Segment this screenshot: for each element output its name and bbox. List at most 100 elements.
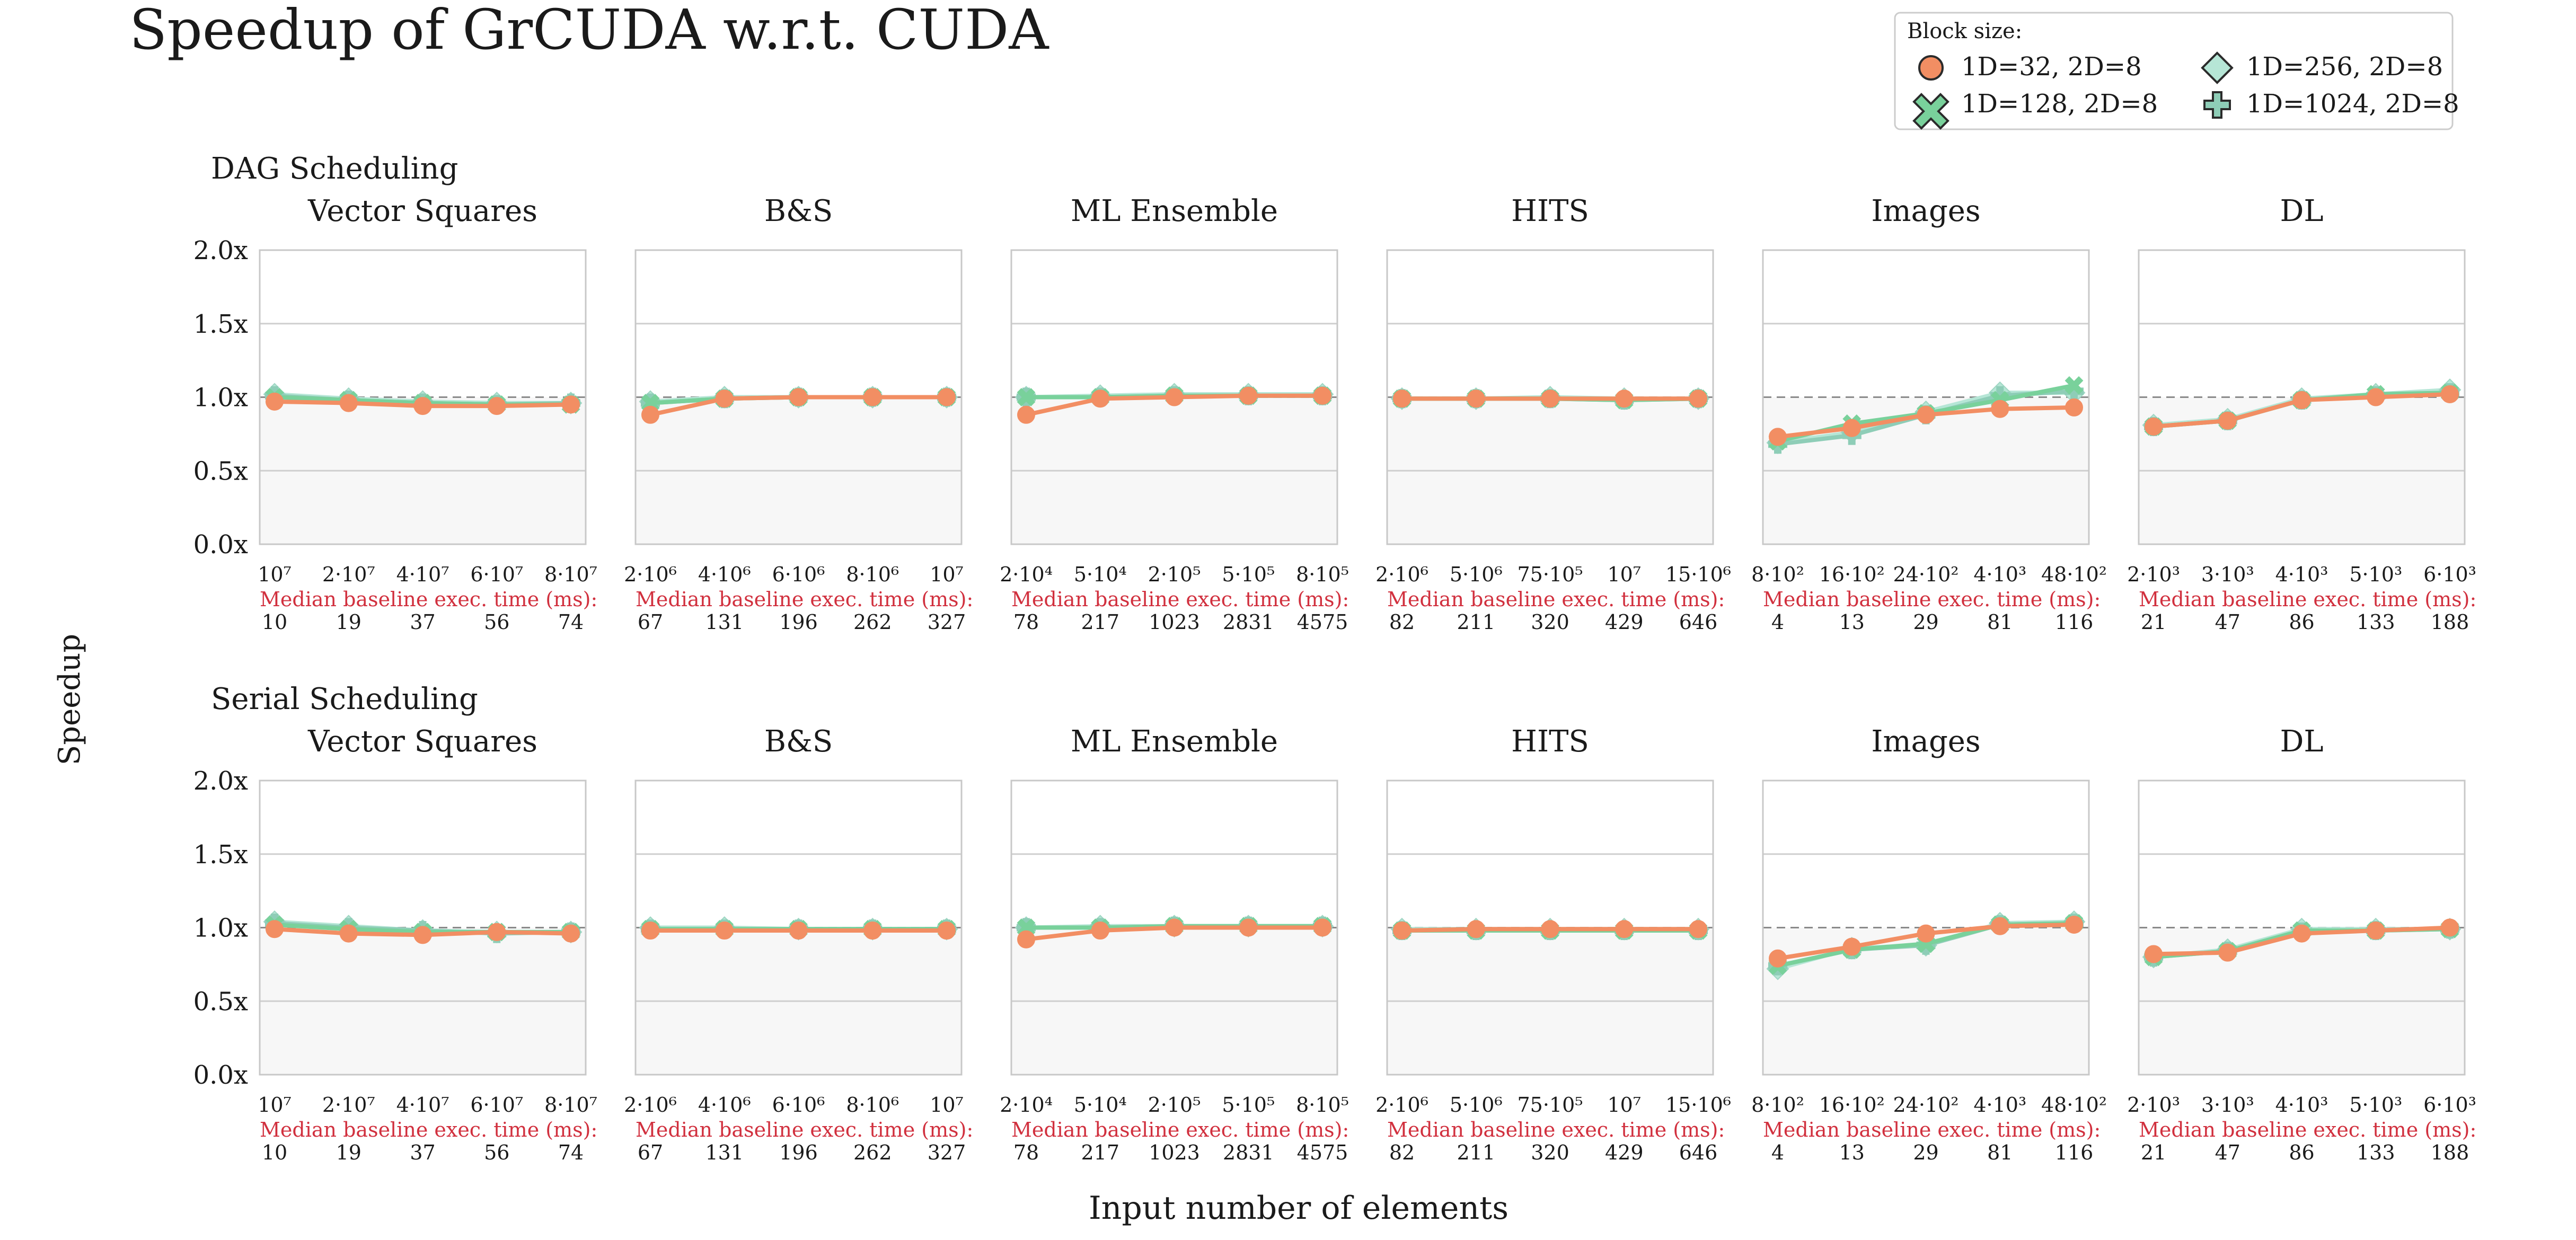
baseline-value: 10 <box>262 1141 287 1164</box>
panel-0-4: Images 8·10² 16·10² 24·10² 4·10³ 48·10²Median… <box>1751 194 2107 634</box>
baseline-value: 47 <box>2215 610 2240 634</box>
x-tick-label: 10⁷ <box>258 1093 292 1117</box>
baseline-value: 81 <box>1987 1141 2013 1164</box>
data-point <box>1991 400 2009 418</box>
panel-title: Images <box>1871 194 1980 228</box>
x-tick-label: 8·10⁷ <box>544 1093 597 1117</box>
baseline-value: 78 <box>1013 1141 1039 1164</box>
baseline-value: 646 <box>1679 1141 1718 1164</box>
data-point <box>1467 389 1485 408</box>
panel-title: DL <box>2280 194 2323 228</box>
x-tick-label: 6·10⁶ <box>772 1093 825 1117</box>
data-point <box>266 920 284 938</box>
baseline-label: Median baseline exec. time (ms): <box>1011 588 1349 611</box>
baseline-value: 56 <box>484 610 509 634</box>
x-tick-label: 4·10³ <box>1973 1093 2026 1117</box>
diamond-marker-icon <box>2201 51 2234 84</box>
baseline-label: Median baseline exec. time (ms): <box>260 588 597 611</box>
baseline-value: 67 <box>638 610 663 634</box>
baseline-value: 188 <box>2431 610 2469 634</box>
data-point <box>488 397 506 415</box>
data-point <box>1769 949 1787 968</box>
y-axis-label: Speedup <box>52 634 87 765</box>
series-0 <box>2145 385 2459 436</box>
baseline-value: 4 <box>1771 1141 1784 1164</box>
x-tick-label: 48·10² <box>2041 563 2107 586</box>
data-point <box>413 926 432 944</box>
x-tick-label: 5·10⁵ <box>1222 1093 1275 1117</box>
y-tick-label: 1.0x <box>193 914 248 943</box>
panel-frame <box>2138 780 2466 1076</box>
data-point <box>1313 386 1331 405</box>
data-point <box>1239 918 1258 937</box>
panel-frame <box>2138 249 2466 545</box>
baseline-value: 133 <box>2357 1141 2395 1164</box>
panel-0-2: ML Ensemble 2·10⁴ 5·10⁴ 2·10⁵ 5·10⁵ 8·10⁵Medi… <box>1000 194 1349 634</box>
baseline-value: 13 <box>1839 610 1865 634</box>
x-tick-label: 4·10³ <box>2275 1093 2328 1117</box>
x-tick-label: 8·10² <box>1751 1093 1804 1117</box>
x-tick-label: 24·10² <box>1893 563 1959 586</box>
x-tick-label: 6·10³ <box>2423 563 2476 586</box>
data-point <box>1769 428 1787 446</box>
y-tick-label: 1.5x <box>193 840 248 870</box>
x-tick-label: 2·10⁶ <box>1375 563 1428 586</box>
x-tick-label: 2·10⁷ <box>322 563 375 586</box>
data-point <box>1917 924 1935 943</box>
x-tick-label: 2·10⁴ <box>1000 1093 1053 1117</box>
x-tick-label: 5·10⁶ <box>1450 563 1503 586</box>
baseline-value: 262 <box>853 610 892 634</box>
x-tick-label: 2·10⁷ <box>322 1093 375 1117</box>
panel-frame <box>1762 249 2090 545</box>
baseline-value: 429 <box>1605 1141 1644 1164</box>
x-tick-label: 6·10⁶ <box>772 563 825 586</box>
data-point <box>2292 391 2311 410</box>
x-tick-label: 2·10⁶ <box>1375 1093 1428 1117</box>
data-point <box>1842 419 1861 437</box>
x-tick-label: 8·10⁶ <box>846 563 899 586</box>
y-tick-label: 0.5x <box>193 987 248 1016</box>
x-tick-label: 15·10⁶ <box>1665 563 1731 586</box>
x-tick-label: 16·10² <box>1819 563 1885 586</box>
data-point <box>1467 920 1485 938</box>
data-point <box>1017 405 1035 424</box>
baseline-value: 19 <box>336 610 361 634</box>
baseline-value: 47 <box>2215 1141 2240 1164</box>
baseline-value: 217 <box>1081 610 1119 634</box>
x-tick-label: 10⁷ <box>930 563 964 586</box>
baseline-value: 37 <box>410 1141 435 1164</box>
data-point <box>715 389 734 408</box>
series-0 <box>1769 915 2083 968</box>
baseline-value: 2831 <box>1223 610 1274 634</box>
legend-entry-2: 1D=128, 2D=8 <box>1912 89 2158 130</box>
x-tick-label: 24·10² <box>1893 1093 1959 1117</box>
x-tick-label: 2·10³ <box>2127 1093 2180 1117</box>
x-tick-label: 15·10⁶ <box>1665 1093 1731 1117</box>
x-tick-label: 10⁷ <box>930 1093 964 1117</box>
data-point <box>2218 943 2237 962</box>
baseline-value: 196 <box>779 610 818 634</box>
data-point <box>1917 405 1935 424</box>
x-tick-label: 5·10³ <box>2349 563 2402 586</box>
series-0 <box>1769 398 2083 446</box>
panel-1-0: Vector Squares 0.0x 0.5x 1.0x 1.5x 2.0x 10⁷ 2·1… <box>193 724 598 1164</box>
baseline-value: 262 <box>853 1141 892 1164</box>
panel-frame <box>259 249 587 545</box>
legend-label: 1D=32, 2D=8 <box>1961 52 2142 82</box>
series-0 <box>266 920 580 944</box>
panel-1-4: Images 8·10² 16·10² 24·10² 4·10³ 48·10²Median… <box>1751 724 2107 1164</box>
series-0 <box>641 388 956 424</box>
baseline-value: 82 <box>1389 1141 1415 1164</box>
data-point <box>488 923 506 941</box>
data-point <box>2367 922 2385 940</box>
y-tick-label: 2.0x <box>193 766 248 796</box>
row-0: DAG Scheduling Vector Squares 0.0x 0.5x 1.0x… <box>193 152 2477 634</box>
baseline-label: Median baseline exec. time (ms): <box>1763 588 2101 611</box>
panel-title: Vector Squares <box>307 724 537 759</box>
baseline-value: 56 <box>484 1141 509 1164</box>
x-tick-label: 8·10⁶ <box>846 1093 899 1117</box>
data-point <box>1991 917 2009 935</box>
